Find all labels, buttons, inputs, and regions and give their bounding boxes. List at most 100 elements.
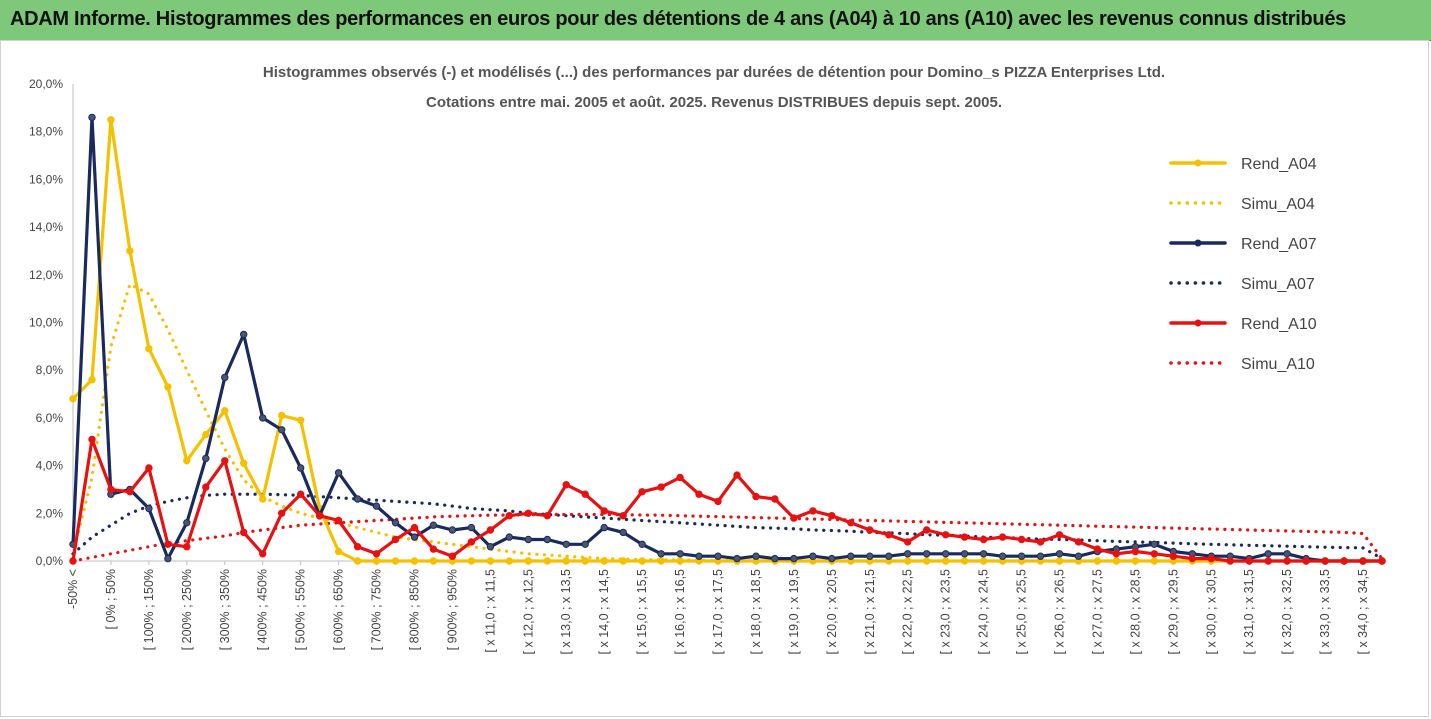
data-point bbox=[391, 557, 400, 565]
x-tick-label: [ 300% ; 350% bbox=[218, 569, 232, 650]
data-point bbox=[524, 557, 532, 565]
data-point bbox=[695, 490, 703, 498]
series-rend-a10 bbox=[69, 435, 1386, 565]
data-point bbox=[676, 557, 684, 565]
data-point bbox=[562, 481, 570, 489]
data-point bbox=[372, 557, 381, 565]
data-point bbox=[410, 557, 419, 565]
data-point bbox=[486, 526, 495, 534]
data-point bbox=[183, 543, 191, 551]
data-point bbox=[391, 535, 400, 544]
legend-marker bbox=[1194, 239, 1202, 247]
data-point bbox=[543, 557, 551, 565]
legend-label: Simu_A04 bbox=[1241, 196, 1315, 213]
data-point bbox=[1283, 550, 1291, 558]
data-point bbox=[88, 113, 96, 122]
data-point bbox=[904, 538, 912, 546]
data-point bbox=[524, 535, 532, 544]
data-point bbox=[164, 554, 172, 563]
data-point bbox=[315, 512, 324, 520]
data-point bbox=[410, 533, 419, 541]
series-line bbox=[71, 492, 1384, 561]
data-point bbox=[126, 247, 134, 255]
data-point bbox=[828, 512, 836, 520]
data-point bbox=[1112, 550, 1121, 558]
data-point bbox=[960, 550, 969, 558]
x-tick-label: [ x 16,0 ; x 16,5 bbox=[673, 569, 687, 655]
data-point bbox=[1055, 557, 1064, 565]
data-point bbox=[88, 435, 96, 444]
data-point bbox=[581, 557, 589, 565]
data-point bbox=[828, 554, 836, 563]
data-point bbox=[69, 395, 77, 403]
data-point bbox=[448, 552, 457, 560]
x-tick-label: [ x 26,0 ; x 26,5 bbox=[1052, 569, 1066, 655]
data-point bbox=[1112, 557, 1121, 565]
data-point bbox=[259, 550, 267, 558]
x-tick-label: [ x 21,0 ; x 21,5 bbox=[863, 569, 877, 655]
data-point bbox=[1017, 535, 1026, 544]
data-point bbox=[1283, 557, 1291, 565]
y-tick-label: 4,0% bbox=[36, 459, 64, 473]
data-point bbox=[297, 464, 305, 472]
data-point bbox=[733, 471, 741, 479]
data-point bbox=[657, 550, 665, 558]
data-point bbox=[998, 533, 1007, 541]
x-tick-label: [ 500% ; 550% bbox=[294, 569, 308, 650]
data-point bbox=[1378, 557, 1386, 565]
legend-label: Rend_A07 bbox=[1241, 236, 1317, 253]
data-point bbox=[1264, 557, 1272, 565]
series-line bbox=[71, 512, 1384, 563]
legend-item-simu-a04: Simu_A04 bbox=[1169, 196, 1315, 213]
data-point bbox=[126, 488, 134, 496]
data-point bbox=[1321, 557, 1329, 565]
data-point bbox=[1017, 552, 1026, 560]
series-rend-a04 bbox=[69, 116, 1386, 565]
legend-item-simu-a07: Simu_A07 bbox=[1169, 276, 1315, 293]
data-point bbox=[278, 411, 286, 420]
data-point bbox=[960, 557, 969, 565]
x-tick-label: [ 900% ; 950% bbox=[445, 569, 459, 650]
data-point bbox=[619, 512, 627, 520]
data-point bbox=[998, 552, 1007, 560]
series-simu-a07 bbox=[71, 492, 1384, 561]
report-title: ADAM Informe. Histogrammes des performan… bbox=[10, 8, 1346, 30]
series-line bbox=[71, 115, 1384, 563]
y-tick-label: 6,0% bbox=[36, 411, 64, 425]
data-point bbox=[353, 495, 362, 503]
data-point bbox=[638, 540, 646, 548]
data-point bbox=[107, 485, 115, 494]
data-point bbox=[259, 495, 267, 503]
data-point bbox=[164, 540, 172, 548]
data-point bbox=[923, 550, 931, 558]
data-point bbox=[278, 426, 286, 434]
legend-marker bbox=[1194, 319, 1202, 327]
data-point bbox=[1131, 547, 1140, 556]
data-point bbox=[979, 550, 988, 558]
data-point bbox=[164, 383, 172, 391]
data-point bbox=[334, 547, 343, 556]
data-point bbox=[353, 557, 362, 565]
data-point bbox=[202, 454, 210, 463]
data-point bbox=[505, 533, 513, 541]
data-point bbox=[657, 557, 665, 565]
data-point bbox=[600, 523, 608, 532]
data-point bbox=[297, 490, 305, 498]
data-point bbox=[581, 540, 589, 548]
data-point bbox=[1302, 557, 1310, 565]
data-point bbox=[1169, 552, 1178, 560]
data-point bbox=[221, 373, 229, 382]
data-point bbox=[866, 552, 874, 560]
data-point bbox=[847, 519, 855, 527]
legend: Rend_A04 Simu_A04 Rend_A07 Simu_A07 Rend_A10… bbox=[1169, 156, 1317, 373]
data-point bbox=[809, 507, 817, 515]
x-tick-label: [ x 22,0 ; x 22,5 bbox=[901, 569, 915, 655]
data-point bbox=[904, 557, 912, 565]
data-point bbox=[733, 554, 741, 563]
x-tick-label: [ x 15,0 ; x 15,5 bbox=[635, 569, 649, 655]
y-tick-label: 8,0% bbox=[36, 363, 64, 377]
axes-layer: 0,0% 2,0% 4,0% 6,0% 8,0% 10,0% 12,0% 14,0% 16,0%… bbox=[29, 77, 1382, 654]
data-point bbox=[1207, 554, 1216, 563]
data-point bbox=[448, 526, 457, 534]
data-point bbox=[562, 540, 570, 548]
